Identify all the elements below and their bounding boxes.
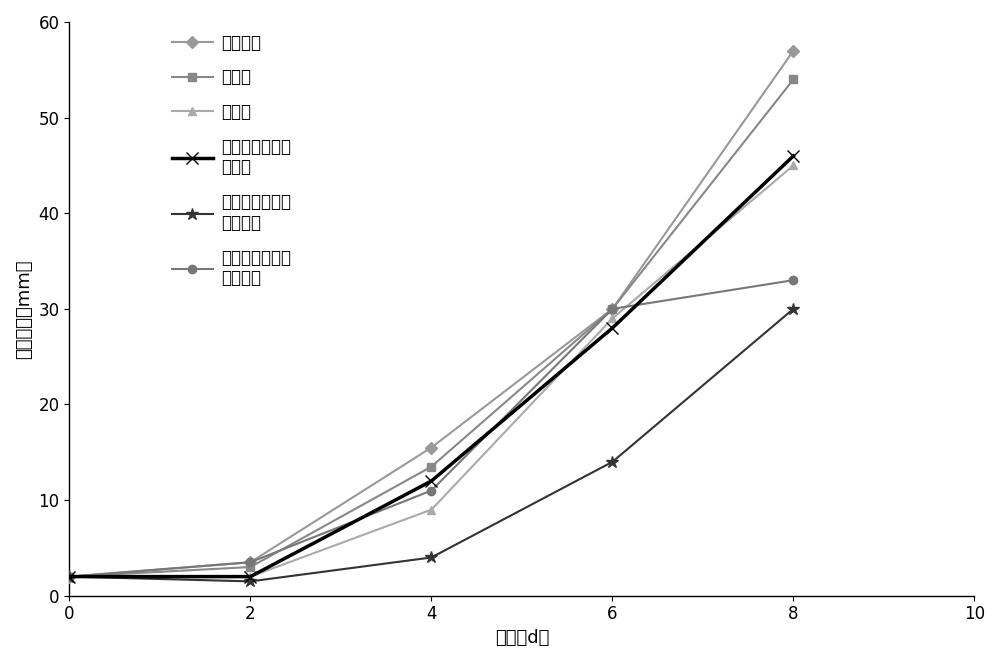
多菌灵和高良姜
素复合物: [606, 458, 618, 466]
多菌灵和高良姜
素复合物: [63, 573, 75, 581]
空白对照: [425, 444, 437, 451]
多菌灵: [787, 75, 799, 83]
Y-axis label: 菌斑直径（mm）: 菌斑直径（mm）: [15, 259, 33, 359]
咪酰胺和松属素
复合物: [63, 573, 75, 581]
咪酰胺和高良姜
素复合物: [787, 276, 799, 284]
咪酰胺和高良姜
素复合物: [63, 573, 75, 581]
Legend: 空白对照, 多菌灵, 咪酰胺, 咪酰胺和松属素
复合物, 多菌灵和高良姜
素复合物, 咪酰胺和高良姜
素复合物: 空白对照, 多菌灵, 咪酰胺, 咪酰胺和松属素 复合物, 多菌灵和高良姜 素复合…: [165, 27, 298, 294]
咪酰胺和高良姜
素复合物: [425, 487, 437, 495]
多菌灵和高良姜
素复合物: [787, 305, 799, 313]
咪酰胺和松属素
复合物: [425, 477, 437, 485]
Line: 空白对照: 空白对照: [65, 46, 798, 581]
咪酰胺: [425, 506, 437, 514]
Line: 咪酰胺和松属素
复合物: 咪酰胺和松属素 复合物: [64, 150, 799, 582]
空白对照: [606, 305, 618, 313]
咪酰胺: [787, 162, 799, 169]
X-axis label: 天数（d）: 天数（d）: [495, 629, 549, 647]
空白对照: [244, 558, 256, 566]
咪酰胺: [244, 573, 256, 581]
空白对照: [63, 573, 75, 581]
空白对照: [787, 47, 799, 55]
多菌灵和高良姜
素复合物: [244, 577, 256, 585]
Line: 咪酰胺: 咪酰胺: [65, 162, 798, 581]
多菌灵和高良姜
素复合物: [425, 553, 437, 561]
Line: 多菌灵: 多菌灵: [65, 75, 798, 581]
Line: 多菌灵和高良姜
素复合物: 多菌灵和高良姜 素复合物: [63, 303, 800, 588]
咪酰胺和松属素
复合物: [606, 324, 618, 332]
多菌灵: [425, 463, 437, 471]
咪酰胺: [606, 314, 618, 322]
多菌灵: [606, 305, 618, 313]
多菌灵: [63, 573, 75, 581]
咪酰胺: [63, 573, 75, 581]
咪酰胺和高良姜
素复合物: [606, 305, 618, 313]
多菌灵: [244, 563, 256, 571]
咪酰胺和松属素
复合物: [244, 573, 256, 581]
咪酰胺和高良姜
素复合物: [244, 558, 256, 566]
咪酰胺和松属素
复合物: [787, 152, 799, 160]
Line: 咪酰胺和高良姜
素复合物: 咪酰胺和高良姜 素复合物: [65, 276, 798, 581]
